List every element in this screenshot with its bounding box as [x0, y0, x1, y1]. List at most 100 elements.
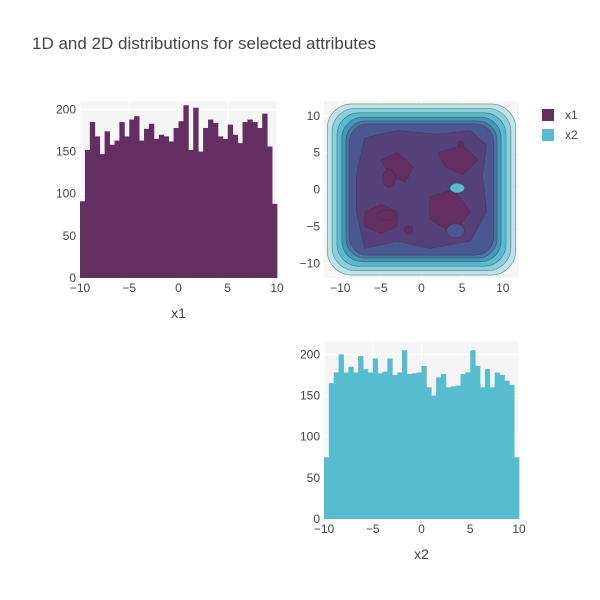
- histogram-bar: [416, 372, 422, 519]
- histogram-bar: [402, 350, 408, 519]
- histogram-bar: [208, 119, 214, 279]
- histogram-bar: [343, 372, 349, 519]
- histogram-bar: [470, 350, 476, 519]
- histogram-bar: [94, 136, 101, 278]
- y-tick-label: −5: [306, 219, 320, 233]
- legend-label-x2: x2: [565, 128, 578, 142]
- x-tick-label: 10: [496, 281, 510, 295]
- histogram-bar: [232, 134, 238, 278]
- histogram-bar: [272, 203, 278, 278]
- histogram-bar: [262, 113, 268, 279]
- histogram-bar: [436, 377, 442, 519]
- histogram-bar: [139, 140, 145, 278]
- histogram-bar: [411, 373, 418, 519]
- histogram-bar: [168, 141, 174, 278]
- x-tick-label: −5: [366, 522, 380, 536]
- x-tick-label: 0: [418, 281, 425, 295]
- y-tick-label: 50: [63, 229, 77, 243]
- x-tick-label: 5: [467, 522, 474, 536]
- y-tick-label: 150: [300, 389, 320, 403]
- legend-swatch-x2: [542, 129, 554, 141]
- histogram-bar: [465, 372, 471, 519]
- histogram-bar: [237, 143, 243, 278]
- contour-panel: −10 −5 0 5 10 −10 −5 0 5 10: [300, 101, 519, 295]
- histogram-bar: [198, 151, 204, 278]
- histogram-bar: [99, 154, 106, 278]
- y-tick-label: 100: [56, 187, 76, 201]
- y-tick-label: 10: [307, 109, 321, 123]
- histogram-bar: [358, 355, 364, 519]
- x-tick-label: −5: [374, 281, 388, 295]
- histogram-bar: [134, 116, 140, 279]
- histogram-bar: [212, 122, 219, 279]
- histogram-bar: [431, 395, 437, 519]
- legend-label-x1: x1: [565, 108, 578, 122]
- histogram-bar: [153, 138, 160, 278]
- legend-item-x2[interactable]: x2: [540, 125, 578, 145]
- histogram-bar: [421, 365, 427, 519]
- histogram-bar: [144, 128, 150, 278]
- y-tick-label: 200: [300, 347, 320, 361]
- histogram-bar: [333, 372, 340, 519]
- contour-region: [429, 189, 471, 235]
- histogram-bar: [242, 122, 248, 278]
- histogram-bar: [353, 372, 359, 519]
- y-tick-label: 200: [56, 102, 76, 116]
- histogram-bar: [382, 371, 388, 519]
- histogram-x1-panel: 0 50 100 150 200 −10 −5 0 5 10 x1: [56, 101, 284, 321]
- histogram-bar: [222, 138, 229, 278]
- legend-swatch-x1: [542, 109, 554, 121]
- histogram-bar: [455, 385, 461, 519]
- histogram-x2-panel: 0 50 100 150 200 −10 −5 0 5 10 x2: [300, 342, 526, 562]
- x-tick-label: −10: [330, 281, 351, 295]
- histogram-bar: [188, 149, 194, 278]
- histogram-bar: [158, 134, 165, 278]
- histogram-bar: [247, 119, 253, 279]
- contour-spot: [382, 169, 396, 188]
- histogram-bar: [406, 374, 413, 519]
- x-tick-label: −10: [314, 522, 335, 536]
- histogram-bar: [475, 365, 481, 519]
- histogram-bar: [267, 146, 273, 278]
- histogram-bar: [509, 384, 515, 519]
- histogram-bar: [193, 107, 199, 278]
- contour-region: [437, 144, 479, 176]
- histogram-bar: [148, 123, 155, 278]
- histogram-bar: [227, 124, 234, 278]
- x-tick-label: 5: [459, 281, 466, 295]
- histogram-bar: [441, 374, 447, 519]
- histogram-bar: [89, 122, 96, 278]
- histogram-bar: [338, 354, 344, 519]
- y-tick-label: 0: [313, 512, 320, 526]
- x-tick-label: 5: [224, 281, 231, 295]
- chart-title: 1D and 2D distributions for selected att…: [32, 34, 376, 53]
- contour-spot: [404, 225, 413, 235]
- histogram-bar: [348, 366, 354, 519]
- histogram-bar: [119, 122, 125, 278]
- histogram-bar: [252, 122, 258, 278]
- histogram-bar: [426, 387, 432, 519]
- histogram-bar: [387, 358, 393, 519]
- histogram-bar: [328, 383, 335, 519]
- x-tick-label: 10: [512, 522, 526, 536]
- histogram-bar: [324, 457, 330, 519]
- histogram-bar: [484, 369, 491, 519]
- histogram-bar: [129, 119, 135, 279]
- histogram-bar: [450, 386, 457, 519]
- histogram-bar: [109, 144, 115, 278]
- histogram-bar: [499, 374, 505, 519]
- histogram-bar: [203, 127, 209, 278]
- x-tick-label: 0: [418, 522, 425, 536]
- histogram-bar: [114, 140, 120, 278]
- y-tick-label: 50: [307, 471, 321, 485]
- histogram-bar: [377, 373, 383, 519]
- histogram-bar: [80, 201, 86, 278]
- histogram-bar: [367, 372, 374, 519]
- histogram-bar: [489, 387, 496, 519]
- x-tick-label: −10: [70, 281, 91, 295]
- histogram-bar: [257, 127, 263, 278]
- histogram-bar: [460, 374, 466, 519]
- legend-item-x1[interactable]: x1: [540, 105, 578, 125]
- histogram-bar: [392, 374, 398, 519]
- y-tick-label: 100: [300, 430, 320, 444]
